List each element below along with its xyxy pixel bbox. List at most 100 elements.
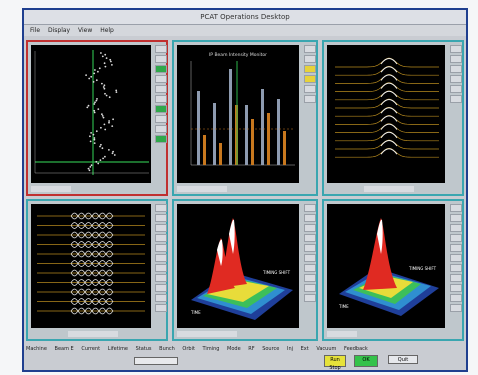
bar-ctrl-btn[interactable] bbox=[304, 45, 316, 53]
bar-orange bbox=[251, 119, 254, 165]
trace-point bbox=[90, 75, 93, 78]
wf-ctrl-btn[interactable] bbox=[450, 85, 462, 93]
trace-point bbox=[100, 126, 102, 129]
trace-point bbox=[89, 135, 91, 138]
s2-ctrl-btn[interactable] bbox=[450, 264, 462, 272]
run-button[interactable]: Run Stop bbox=[324, 355, 346, 371]
trace-ctrl-btn[interactable] bbox=[155, 45, 167, 53]
bar-ctrl-btn[interactable] bbox=[304, 55, 316, 63]
s1-ctrl-btn[interactable] bbox=[304, 284, 316, 292]
menu-file[interactable]: File bbox=[30, 27, 41, 34]
bar-ctrl-btn[interactable] bbox=[304, 95, 316, 103]
trace-ctrl-btn[interactable] bbox=[155, 115, 167, 123]
s2-ctrl-btn[interactable] bbox=[450, 304, 462, 312]
trace-point bbox=[102, 116, 105, 119]
braid-ctrl-btn[interactable] bbox=[155, 304, 167, 312]
trace-ctrl-btn[interactable] bbox=[155, 135, 167, 143]
trace-footer bbox=[31, 186, 71, 192]
s2-ctrl-btn[interactable] bbox=[450, 244, 462, 252]
trace-point bbox=[86, 106, 89, 109]
quit-button[interactable]: Quit bbox=[388, 355, 418, 364]
panel-surface-2[interactable]: TIME TIMING SHIFT bbox=[322, 199, 464, 341]
trace-point bbox=[95, 99, 98, 102]
bar-ctrl-btn[interactable] bbox=[304, 85, 316, 93]
trace-point bbox=[101, 147, 104, 150]
trace-ctrl-btn[interactable] bbox=[155, 95, 167, 103]
panel-braid[interactable] bbox=[26, 199, 168, 341]
s1-ctrl-btn[interactable] bbox=[304, 234, 316, 242]
trace-point bbox=[111, 64, 113, 66]
menu-help[interactable]: Help bbox=[100, 27, 114, 34]
braid-ctrl-btn[interactable] bbox=[155, 294, 167, 302]
s1-ctrl-btn[interactable] bbox=[304, 274, 316, 282]
s2-ctrl-btn[interactable] bbox=[450, 204, 462, 212]
trace-point bbox=[103, 84, 106, 87]
status-item: Machine bbox=[26, 346, 47, 352]
bar-orange bbox=[283, 131, 286, 165]
trace-point bbox=[93, 109, 96, 112]
trace-ctrl-btn[interactable] bbox=[155, 65, 167, 73]
braid-ctrl-btn[interactable] bbox=[155, 204, 167, 212]
s1-ctrl-btn[interactable] bbox=[304, 224, 316, 232]
wf-ctrl-btn[interactable] bbox=[450, 65, 462, 73]
trace-ctrl-btn[interactable] bbox=[155, 75, 167, 83]
braid-trace bbox=[70, 241, 114, 248]
braid-ctrl-btn[interactable] bbox=[155, 214, 167, 222]
surface2-label-left: TIME bbox=[338, 304, 349, 309]
braid-ctrl-btn[interactable] bbox=[155, 254, 167, 262]
panel-trace[interactable] bbox=[26, 40, 168, 196]
bar-ctrl-btn[interactable] bbox=[304, 75, 316, 83]
braid-trace bbox=[70, 269, 114, 277]
braid-ctrl-btn[interactable] bbox=[155, 244, 167, 252]
panel-bar[interactable]: IP Beam Intensity Monitor bbox=[172, 40, 318, 196]
bar-grey bbox=[197, 91, 200, 165]
braid-ctrl-btn[interactable] bbox=[155, 224, 167, 232]
s2-ctrl-btn[interactable] bbox=[450, 274, 462, 282]
menu-display[interactable]: Display bbox=[47, 27, 71, 34]
panel-waterfall[interactable] bbox=[322, 40, 464, 196]
trace-ctrl-btn[interactable] bbox=[155, 55, 167, 63]
trace-point bbox=[88, 77, 91, 80]
waterfall-peak bbox=[380, 140, 398, 147]
trace-point bbox=[111, 125, 114, 127]
trace-point bbox=[108, 120, 110, 122]
bar-grey bbox=[277, 99, 280, 165]
waterfall-peak bbox=[380, 58, 398, 65]
ok-button[interactable]: OK bbox=[354, 355, 378, 367]
braid-ctrl-btn[interactable] bbox=[155, 264, 167, 272]
wf-ctrl-btn[interactable] bbox=[450, 45, 462, 53]
s2-ctrl-btn[interactable] bbox=[450, 294, 462, 302]
s2-ctrl-btn[interactable] bbox=[450, 254, 462, 262]
status-item: Vacuum bbox=[316, 346, 337, 352]
main-window: PCAT Operations Desktop File Display Vie… bbox=[22, 8, 468, 372]
trace-ctrl-btn[interactable] bbox=[155, 85, 167, 93]
wf-ctrl-btn[interactable] bbox=[450, 75, 462, 83]
trace-point bbox=[100, 143, 102, 146]
s1-ctrl-btn[interactable] bbox=[304, 264, 316, 272]
trace-ctrl-btn[interactable] bbox=[155, 125, 167, 133]
trace-ctrl-btn[interactable] bbox=[155, 105, 167, 113]
s2-ctrl-btn[interactable] bbox=[450, 284, 462, 292]
status-bar: Machine Beam E Current Lifetime Status B… bbox=[26, 344, 466, 354]
braid-ctrl-btn[interactable] bbox=[155, 234, 167, 242]
s2-ctrl-btn[interactable] bbox=[450, 214, 462, 222]
wf-ctrl-btn[interactable] bbox=[450, 95, 462, 103]
braid-ctrl-btn[interactable] bbox=[155, 284, 167, 292]
s1-ctrl-btn[interactable] bbox=[304, 254, 316, 262]
trace-point bbox=[92, 133, 95, 136]
s1-ctrl-btn[interactable] bbox=[304, 214, 316, 222]
braid-trace bbox=[70, 231, 114, 239]
braid-ctrl-btn[interactable] bbox=[155, 274, 167, 282]
bar-grey bbox=[213, 103, 216, 165]
panel-surface-1[interactable]: TIME TIMING SHIFT bbox=[172, 199, 318, 341]
menu-view[interactable]: View bbox=[78, 27, 93, 34]
s2-ctrl-btn[interactable] bbox=[450, 234, 462, 242]
s1-ctrl-btn[interactable] bbox=[304, 204, 316, 212]
s1-ctrl-btn[interactable] bbox=[304, 294, 316, 302]
s1-ctrl-btn[interactable] bbox=[304, 244, 316, 252]
s2-ctrl-btn[interactable] bbox=[450, 224, 462, 232]
trace-point bbox=[99, 145, 101, 148]
bar-ctrl-btn[interactable] bbox=[304, 65, 316, 73]
braid-trace bbox=[70, 298, 114, 305]
wf-ctrl-btn[interactable] bbox=[450, 55, 462, 63]
